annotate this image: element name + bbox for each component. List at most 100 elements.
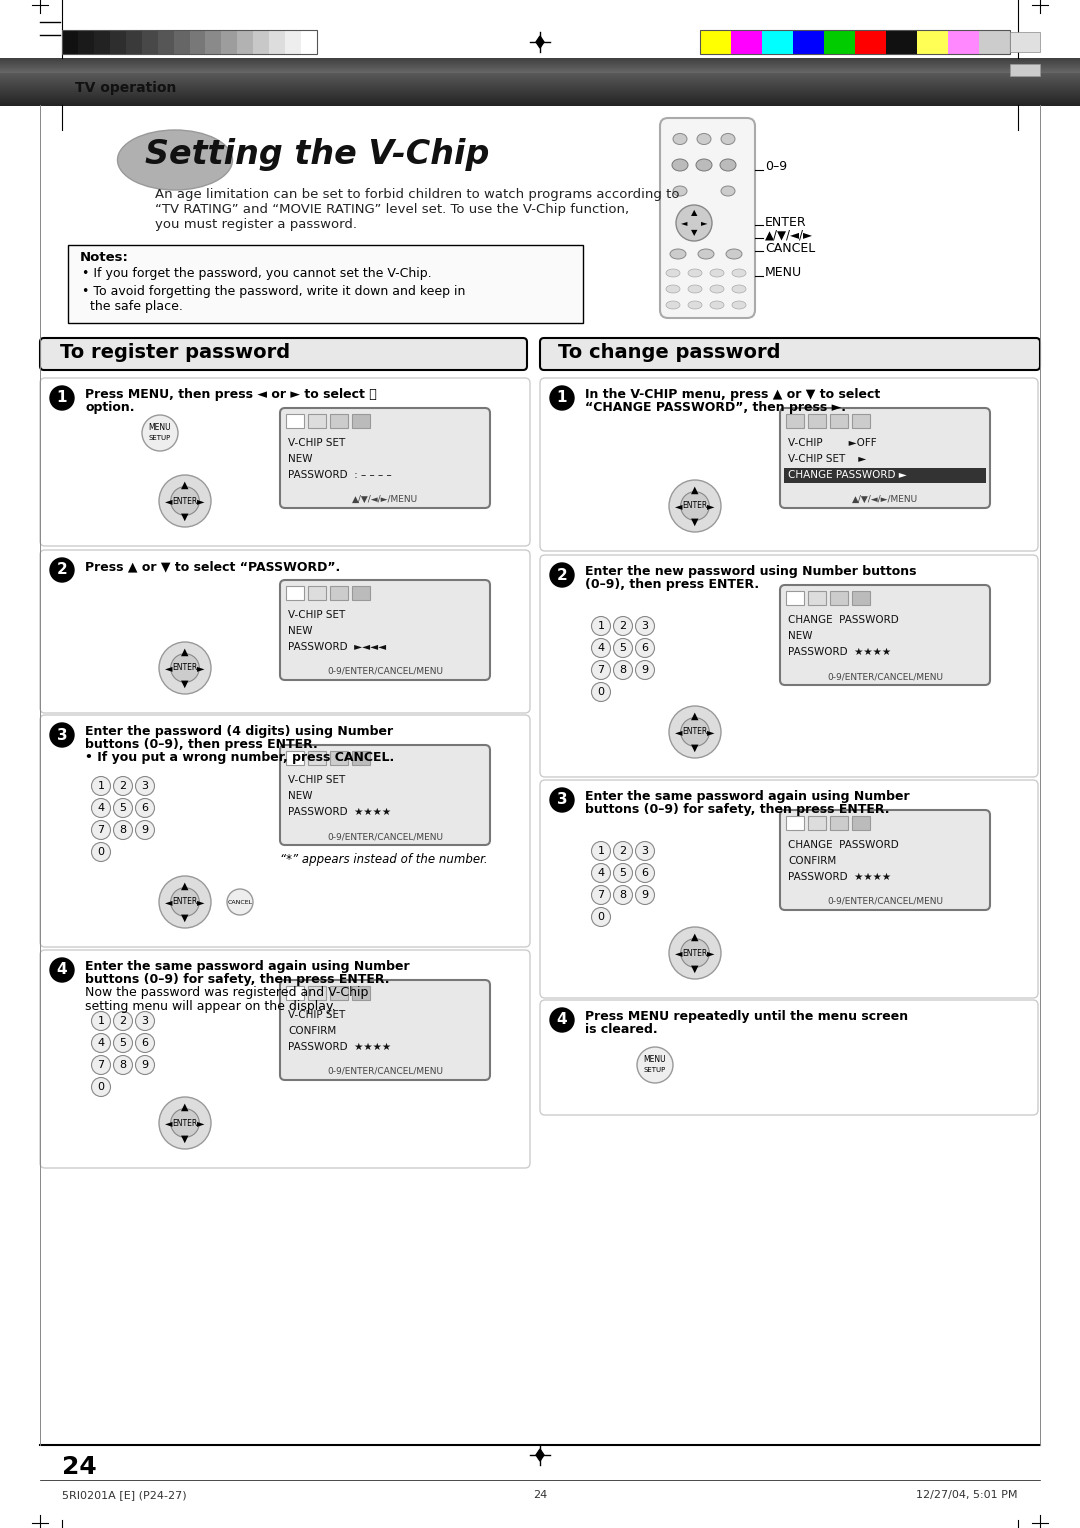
Text: 5: 5 (120, 804, 126, 813)
Bar (824, 31, 855, 53)
Circle shape (135, 1056, 154, 1074)
Text: PASSWORD  ★★★★: PASSWORD ★★★★ (288, 1042, 391, 1051)
Text: 9: 9 (141, 1060, 149, 1070)
Text: • If you forget the password, you cannot set the V-Chip.: • If you forget the password, you cannot… (82, 267, 432, 280)
Circle shape (613, 842, 633, 860)
Bar (330, 750, 348, 766)
Circle shape (159, 876, 211, 927)
Text: ◄: ◄ (165, 1118, 173, 1128)
Circle shape (680, 718, 710, 746)
Text: 6: 6 (642, 643, 648, 652)
Text: 1: 1 (597, 847, 605, 856)
Bar (352, 986, 370, 999)
Circle shape (50, 558, 75, 582)
Bar (308, 414, 326, 428)
Text: MENU: MENU (149, 423, 172, 432)
Text: V-CHIP SET: V-CHIP SET (288, 439, 346, 448)
FancyBboxPatch shape (280, 979, 490, 1080)
Text: 0: 0 (597, 688, 605, 697)
Text: NEW: NEW (288, 792, 312, 801)
Circle shape (669, 927, 721, 979)
Bar (917, 31, 948, 53)
Text: ◄: ◄ (165, 897, 173, 908)
Text: CHANGE PASSWORD ►: CHANGE PASSWORD ► (788, 471, 907, 480)
Bar (786, 414, 804, 428)
Text: ◄: ◄ (165, 497, 173, 506)
Bar (286, 986, 303, 999)
Ellipse shape (721, 133, 735, 145)
Bar (852, 414, 870, 428)
Bar (78, 31, 94, 53)
Circle shape (135, 821, 154, 839)
Text: ENTER: ENTER (683, 727, 707, 736)
Circle shape (592, 886, 610, 905)
Text: PASSWORD  ★★★★: PASSWORD ★★★★ (788, 872, 891, 882)
Bar (110, 31, 126, 53)
Bar (978, 31, 1011, 53)
Circle shape (227, 889, 253, 915)
Text: “CHANGE PASSWORD”, then press ►.: “CHANGE PASSWORD”, then press ►. (585, 400, 846, 414)
Text: PASSWORD  ►◄◄◄: PASSWORD ►◄◄◄ (288, 642, 387, 652)
FancyBboxPatch shape (780, 585, 990, 685)
Text: ENTER: ENTER (683, 949, 707, 958)
Text: An age limitation can be set to forbid children to watch programs according to
“: An age limitation can be set to forbid c… (156, 188, 679, 231)
Text: PASSWORD  ★★★★: PASSWORD ★★★★ (288, 807, 391, 817)
Bar (886, 31, 918, 53)
Text: 0-9/ENTER/CANCEL/MENU: 0-9/ENTER/CANCEL/MENU (327, 668, 443, 675)
Circle shape (592, 660, 610, 680)
Circle shape (50, 387, 75, 410)
Text: ▼: ▼ (181, 1134, 189, 1144)
Polygon shape (536, 1449, 544, 1461)
Text: ▼: ▼ (181, 914, 189, 923)
Text: • To avoid forgetting the password, write it down and keep in
  the safe place.: • To avoid forgetting the password, writ… (82, 286, 465, 313)
Bar (308, 750, 326, 766)
Circle shape (159, 1097, 211, 1149)
Bar (786, 591, 804, 605)
Text: 2: 2 (120, 781, 126, 792)
Circle shape (135, 799, 154, 817)
Ellipse shape (670, 249, 686, 260)
Bar (831, 591, 848, 605)
Text: Setting the V-Chip: Setting the V-Chip (145, 138, 489, 171)
Bar (301, 31, 318, 53)
Circle shape (669, 480, 721, 532)
Bar (855, 31, 887, 53)
Text: ▲: ▲ (691, 932, 699, 941)
FancyBboxPatch shape (40, 338, 527, 370)
Text: 4: 4 (97, 804, 105, 813)
Text: 1: 1 (557, 391, 567, 405)
Text: ENTER: ENTER (173, 497, 198, 506)
Circle shape (613, 660, 633, 680)
Bar (808, 591, 826, 605)
Text: ▼: ▼ (691, 516, 699, 527)
Bar (1010, 32, 1040, 52)
Text: 0-9/ENTER/CANCEL/MENU: 0-9/ENTER/CANCEL/MENU (827, 897, 943, 906)
Text: 0: 0 (97, 1082, 105, 1093)
Text: buttons (0–9) for safety, then press ENTER.: buttons (0–9) for safety, then press ENT… (85, 973, 390, 986)
Text: Now the password was registered and V-Chip: Now the password was registered and V-Ch… (85, 986, 368, 999)
Circle shape (113, 821, 133, 839)
Text: 0: 0 (597, 912, 605, 921)
Text: ▲/▼/◄/►/MENU: ▲/▼/◄/►/MENU (352, 495, 418, 504)
Circle shape (159, 642, 211, 694)
Text: 24: 24 (532, 1490, 548, 1500)
Circle shape (680, 938, 710, 967)
Bar (253, 31, 270, 53)
Text: 6: 6 (141, 1038, 149, 1048)
Bar (831, 414, 848, 428)
Text: V-CHIP SET: V-CHIP SET (288, 610, 346, 620)
Text: CONFIRM: CONFIRM (288, 1025, 336, 1036)
FancyBboxPatch shape (660, 118, 755, 318)
Circle shape (550, 387, 573, 410)
Text: 4: 4 (556, 1013, 567, 1027)
Text: ▼: ▼ (691, 964, 699, 975)
Circle shape (637, 1047, 673, 1083)
Circle shape (635, 639, 654, 657)
Text: 2: 2 (556, 567, 567, 582)
Bar (786, 816, 804, 830)
Circle shape (550, 1008, 573, 1031)
Circle shape (141, 416, 178, 451)
Text: V-CHIP SET    ►: V-CHIP SET ► (788, 454, 866, 465)
Text: buttons (0–9), then press ENTER.: buttons (0–9), then press ENTER. (85, 738, 318, 750)
Bar (221, 31, 238, 53)
